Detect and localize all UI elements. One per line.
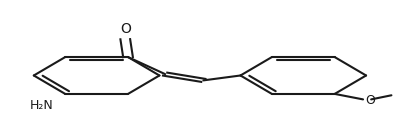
Text: O: O [365, 94, 375, 107]
Text: H₂N: H₂N [29, 99, 53, 112]
Text: O: O [120, 22, 131, 36]
